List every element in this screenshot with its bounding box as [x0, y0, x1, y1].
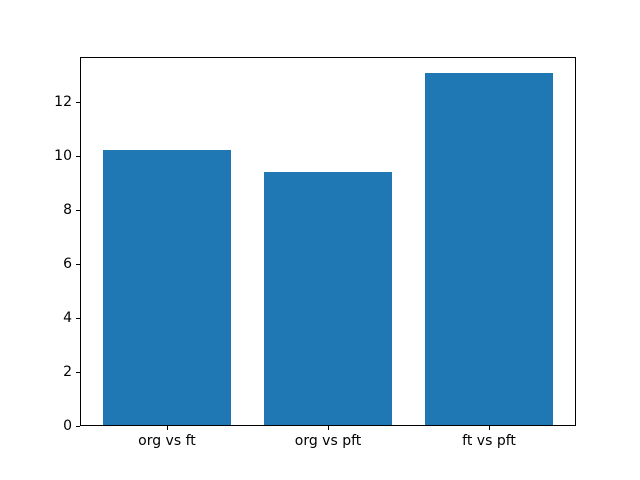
- y-tick-mark: [76, 102, 80, 104]
- plot-area: [80, 57, 576, 426]
- y-tick-label: 6: [63, 256, 72, 273]
- y-tick-mark: [76, 210, 80, 212]
- x-tick-label-org-vs-pft: org vs pft: [294, 433, 362, 449]
- y-tick-label: 8: [63, 202, 72, 219]
- y-tick-label: 2: [63, 364, 72, 380]
- y-tick-label: 0: [63, 418, 72, 434]
- y-tick-label: 12: [54, 94, 72, 111]
- y-tick-mark: [76, 318, 80, 320]
- bar-org-vs-ft: [102, 149, 232, 425]
- x-tick-label-ft-vs-pft: ft vs pft: [462, 433, 516, 449]
- y-tick-mark: [76, 156, 80, 158]
- y-tick-label: 10: [54, 148, 72, 165]
- bar-ft-vs-pft: [424, 73, 554, 425]
- x-tick-mark: [328, 426, 329, 430]
- y-tick-label: 4: [63, 310, 72, 327]
- bar-org-vs-pft: [263, 172, 393, 425]
- x-tick-label-org-vs-ft: org vs ft: [138, 433, 196, 449]
- y-tick-mark: [76, 372, 80, 373]
- x-tick-mark: [166, 426, 168, 430]
- y-tick-mark: [76, 264, 80, 266]
- x-tick-mark: [489, 426, 491, 430]
- y-tick-mark: [76, 426, 80, 427]
